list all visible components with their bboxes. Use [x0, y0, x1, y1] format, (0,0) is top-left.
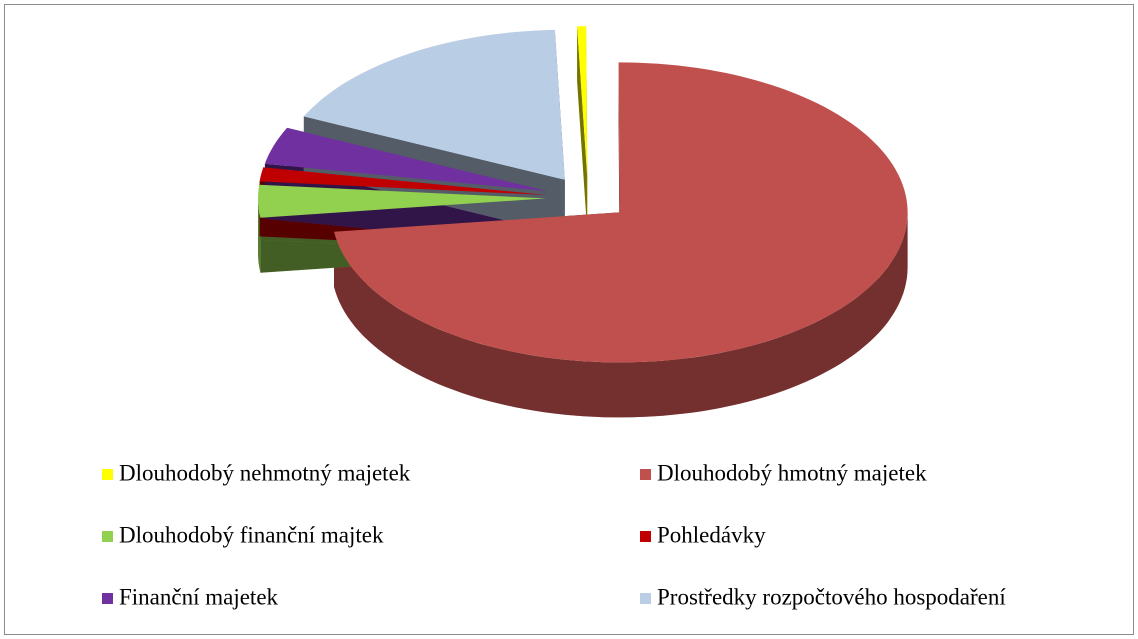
legend-label: Finanční majetek: [119, 584, 279, 609]
legend-swatch: [102, 469, 113, 480]
pie-slice: [259, 167, 547, 195]
slice-shade: [334, 212, 908, 418]
legend-label: Dlouhodobý hmotný majetek: [657, 460, 927, 485]
legend-swatch: [102, 531, 113, 542]
pie-slice: [258, 184, 546, 218]
legend-swatch: [640, 593, 651, 604]
pie-slice: [264, 127, 548, 192]
legend-swatch: [640, 469, 651, 480]
slice-shade: [577, 26, 588, 232]
legend-swatch: [102, 593, 113, 604]
legend-label: Dlouhodobý finanční majtek: [119, 522, 384, 547]
pie-slice: [577, 26, 588, 177]
legend: Dlouhodobý nehmotný majetek Dlouhodobý hm…: [102, 460, 1006, 609]
slice-side: [334, 212, 908, 418]
legend-swatch: [640, 531, 651, 542]
legend-label: Dlouhodobý nehmotný majetek: [119, 460, 411, 485]
pie-slice: [303, 29, 565, 180]
legend-label: Prostředky rozpočtového hospodaření: [657, 584, 1006, 609]
legend-label: Pohledávky: [657, 522, 766, 547]
pie-slice: [334, 62, 908, 363]
